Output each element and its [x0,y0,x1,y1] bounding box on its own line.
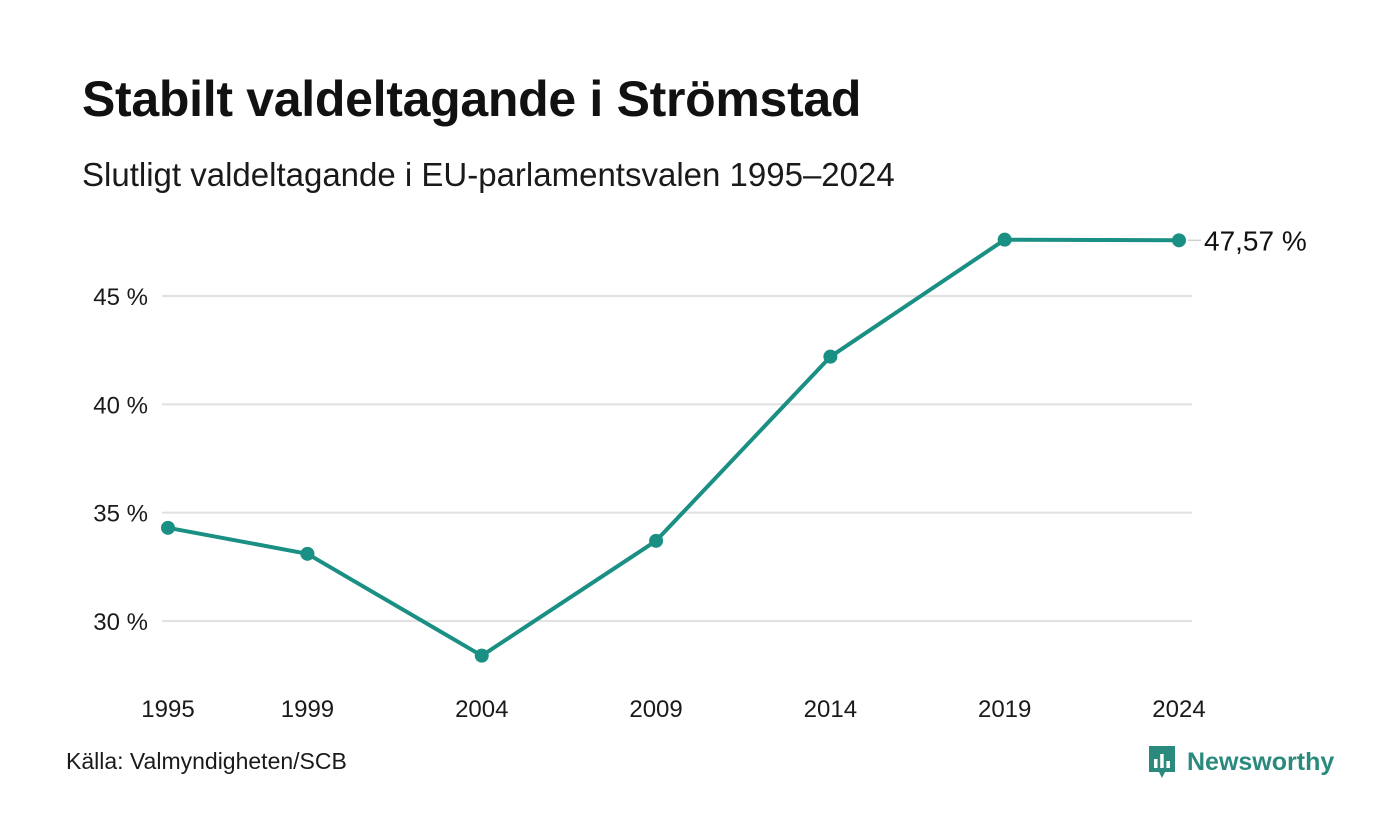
chart-subtitle: Slutligt valdeltagande i EU-parlamentsva… [82,156,895,193]
source-note: Källa: Valmyndigheten/SCB [66,748,347,774]
x-tick-label: 1999 [281,696,334,723]
x-tick-label: 2009 [629,696,682,723]
x-tick-label: 2024 [1152,696,1205,723]
data-points [161,232,1186,663]
chart-title: Stabilt valdeltagande i Strömstad [82,71,862,127]
end-value-label: 47,57 % [1204,225,1307,256]
x-tick-label: 1995 [141,696,194,723]
data-point [300,546,315,561]
y-axis-tick-labels: 30 % 35 % 40 % 45 % [93,284,148,636]
data-point [161,520,175,535]
data-point [1172,233,1186,248]
x-axis-tick-labels: 1995 1999 2004 2009 2014 2019 2024 [141,696,1205,723]
brand-name: Newsworthy [1187,747,1335,776]
end-label-layer: 47,57 % [1188,225,1307,256]
brand-logo: Newsworthy [1147,743,1334,781]
x-tick-label: 2019 [978,696,1031,723]
x-tick-label: 2004 [455,696,508,723]
data-point [997,232,1012,247]
series-line [166,237,1181,658]
data-point [823,349,838,364]
gridlines [162,294,1192,623]
x-tick-label: 2014 [804,696,857,723]
y-tick-label: 35 % [93,501,148,528]
data-point [474,648,489,663]
y-tick-label: 45 % [93,284,148,311]
y-tick-label: 40 % [93,392,148,419]
y-tick-label: 30 % [93,609,148,636]
bar-chart-speech-bubble-icon [1149,746,1175,778]
data-point [649,533,664,548]
series-line-layer [166,237,1181,658]
